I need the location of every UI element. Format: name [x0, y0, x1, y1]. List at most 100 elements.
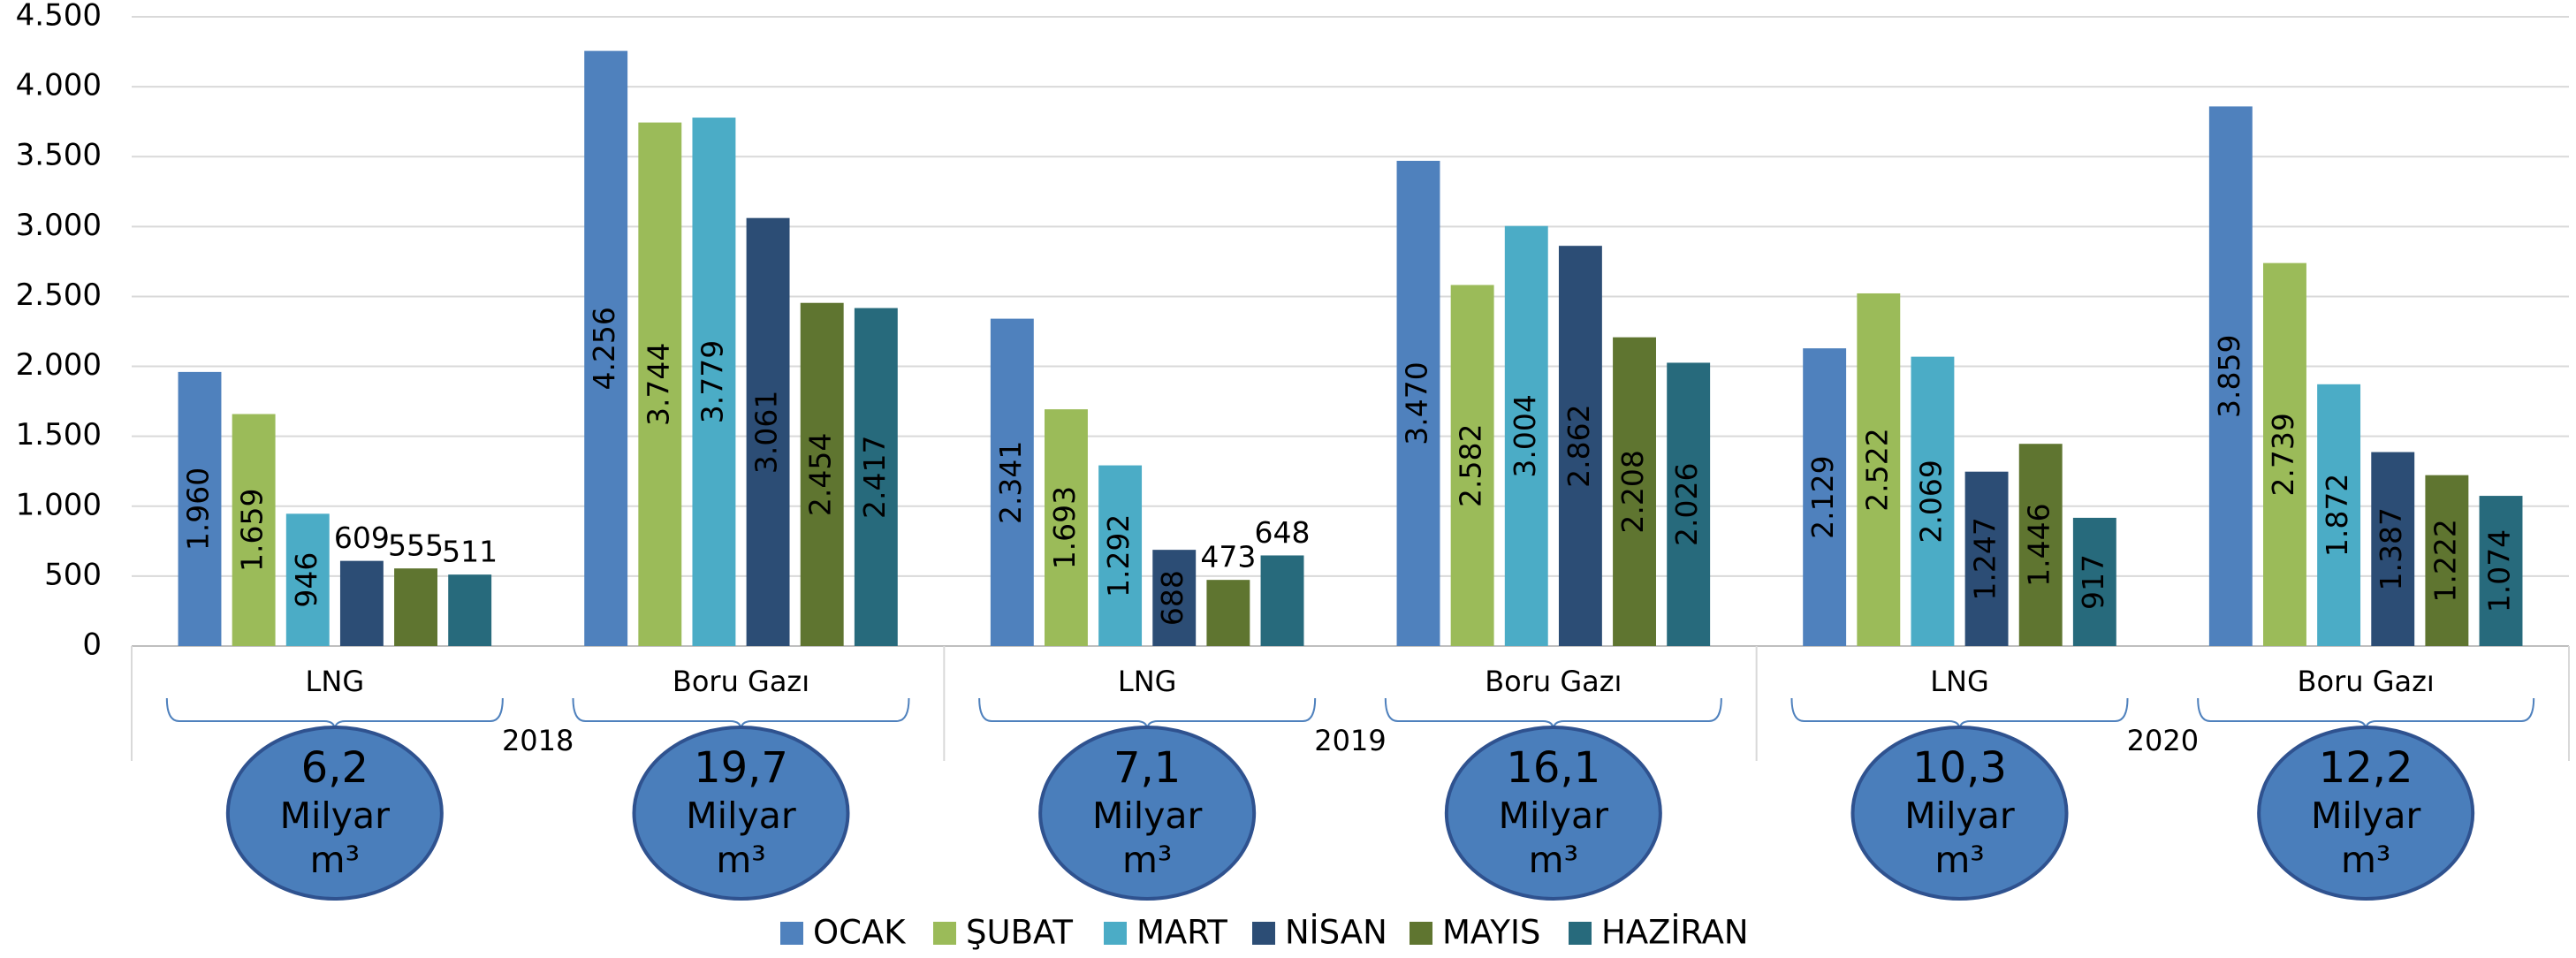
bubble-amount: 19,7: [694, 743, 788, 793]
data-label: 473: [1200, 540, 1256, 574]
data-label: 648: [1255, 515, 1311, 550]
total-bubble: [2257, 726, 2475, 901]
bubble-unit: Milyar: [280, 795, 391, 837]
bubble-amount: 16,1: [1506, 743, 1600, 793]
bar: [1911, 356, 1955, 646]
bar: [1206, 580, 1250, 646]
legend-swatch: [1410, 922, 1432, 945]
data-label: 1.446: [2022, 503, 2056, 586]
bar: [990, 318, 1034, 646]
total-bubble: [225, 726, 444, 901]
data-label: 2.582: [1454, 423, 1488, 506]
data-label: 3.004: [1508, 394, 1542, 477]
bar: [1558, 246, 1602, 646]
data-label: 3.859: [2212, 334, 2246, 417]
legend-swatch: [1252, 922, 1275, 945]
bubble-amount: 10,3: [1912, 743, 2007, 793]
bar: [1152, 550, 1197, 646]
bubble-unit: Milyar: [1092, 795, 1203, 837]
y-tick-label: 0: [82, 627, 102, 663]
data-label: 1.659: [235, 489, 270, 572]
data-label: 2.862: [1562, 404, 1596, 487]
data-label: 2.739: [2266, 413, 2300, 496]
bubble-amount: 7,1: [1113, 743, 1181, 793]
category-brace: [1790, 697, 2129, 731]
data-label: 3.744: [641, 343, 675, 426]
bar: [2317, 384, 2361, 646]
x-tick-label: Boru Gazı: [672, 665, 809, 698]
bar: [2018, 444, 2063, 646]
bar: [800, 302, 844, 646]
bubble-unit: m³: [310, 839, 360, 881]
data-label: 2.129: [1805, 455, 1840, 538]
bar: [1450, 285, 1494, 646]
data-label: 3.779: [695, 340, 729, 423]
data-label: 2.522: [1859, 428, 1894, 511]
legend-label: NİSAN: [1285, 914, 1387, 952]
bubble-unit: m³: [1934, 839, 1984, 881]
y-tick-label: 3.500: [16, 138, 102, 173]
bar: [2371, 452, 2415, 646]
bar: [1260, 555, 1304, 646]
bubble-unit: Milyar: [1904, 795, 2015, 837]
bar: [1857, 293, 1901, 646]
y-tick-label: 2.000: [16, 347, 102, 383]
category-brace: [2197, 697, 2535, 731]
y-tick-label: 1.500: [16, 417, 102, 452]
legend-label: MART: [1136, 914, 1227, 952]
bar: [854, 308, 898, 646]
category-brace: [165, 697, 504, 731]
legend-label: OCAK: [813, 914, 907, 952]
bar: [1504, 225, 1548, 646]
legend-label: HAZİRAN: [1601, 914, 1749, 952]
data-label: 3.470: [1399, 361, 1433, 445]
bubble-unit: Milyar: [2311, 795, 2421, 837]
data-label: 4.256: [587, 307, 621, 390]
bubble-amount: 6,2: [301, 743, 369, 793]
bar: [448, 574, 492, 646]
data-label: 609: [334, 521, 390, 555]
data-label: 1.387: [2374, 507, 2408, 590]
total-bubble: [632, 726, 850, 901]
data-label: 1.960: [180, 468, 215, 551]
legend-label: MAYIS: [1442, 914, 1540, 952]
bar: [2425, 475, 2469, 646]
data-label: 1.872: [2320, 474, 2354, 557]
data-label: 946: [289, 552, 323, 608]
data-label: 555: [388, 528, 444, 563]
data-label: 2.026: [1669, 462, 1704, 545]
data-label: 3.061: [749, 391, 784, 474]
legend-swatch: [1104, 922, 1127, 945]
bar: [638, 122, 682, 647]
bar: [2072, 517, 2116, 646]
data-label: 511: [442, 535, 498, 569]
x-tick-label: Boru Gazı: [1485, 665, 1622, 698]
data-label: 2.069: [1913, 460, 1948, 543]
legend-label: ŞUBAT: [966, 914, 1073, 952]
category-brace: [978, 697, 1317, 731]
y-tick-label: 3.000: [16, 208, 102, 243]
bar: [394, 568, 437, 646]
bubble-unit: Milyar: [1499, 795, 1609, 837]
data-label: 2.417: [857, 436, 892, 519]
bar: [232, 414, 276, 646]
bar: [178, 371, 222, 646]
bar: [1396, 160, 1440, 647]
bar: [2263, 262, 2306, 646]
y-tick-label: 1.000: [16, 487, 102, 522]
bar: [1667, 362, 1711, 646]
bar: [285, 513, 330, 646]
group-label: 2018: [502, 724, 574, 757]
total-bubble: [1038, 726, 1257, 901]
bar: [746, 217, 790, 647]
bar: [584, 50, 628, 647]
data-label: 2.208: [1615, 450, 1650, 533]
data-label: 1.693: [1047, 486, 1082, 569]
data-label: 2.454: [803, 433, 838, 516]
bar: [339, 560, 384, 646]
data-label: 688: [1155, 570, 1189, 626]
y-tick-label: 4.000: [16, 68, 102, 103]
category-brace: [1384, 697, 1722, 731]
bubble-unit: Milyar: [686, 795, 796, 837]
